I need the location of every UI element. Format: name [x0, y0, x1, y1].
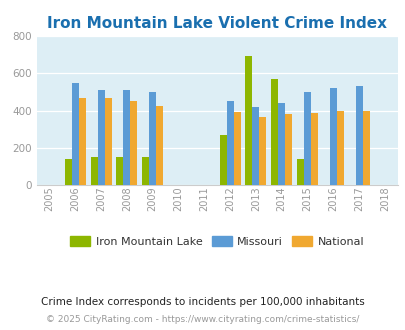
- Bar: [156, 106, 163, 185]
- Bar: [259, 117, 266, 185]
- Bar: [142, 157, 149, 185]
- Bar: [123, 90, 130, 185]
- Bar: [233, 113, 240, 185]
- Bar: [219, 135, 226, 185]
- Bar: [79, 98, 85, 185]
- Bar: [336, 111, 343, 185]
- Bar: [329, 88, 336, 185]
- Bar: [72, 83, 79, 185]
- Bar: [116, 157, 123, 185]
- Bar: [245, 56, 252, 185]
- Bar: [296, 159, 303, 185]
- Text: Crime Index corresponds to incidents per 100,000 inhabitants: Crime Index corresponds to incidents per…: [41, 297, 364, 307]
- Bar: [90, 157, 97, 185]
- Bar: [252, 107, 259, 185]
- Bar: [226, 101, 233, 185]
- Bar: [104, 98, 111, 185]
- Bar: [355, 86, 362, 185]
- Legend: Iron Mountain Lake, Missouri, National: Iron Mountain Lake, Missouri, National: [66, 232, 368, 251]
- Bar: [149, 92, 156, 185]
- Title: Iron Mountain Lake Violent Crime Index: Iron Mountain Lake Violent Crime Index: [47, 16, 386, 31]
- Bar: [271, 79, 277, 185]
- Bar: [130, 101, 137, 185]
- Bar: [277, 103, 285, 185]
- Bar: [97, 90, 104, 185]
- Bar: [303, 92, 310, 185]
- Text: © 2025 CityRating.com - https://www.cityrating.com/crime-statistics/: © 2025 CityRating.com - https://www.city…: [46, 315, 359, 324]
- Bar: [65, 159, 72, 185]
- Bar: [310, 113, 317, 185]
- Bar: [285, 114, 292, 185]
- Bar: [362, 111, 369, 185]
